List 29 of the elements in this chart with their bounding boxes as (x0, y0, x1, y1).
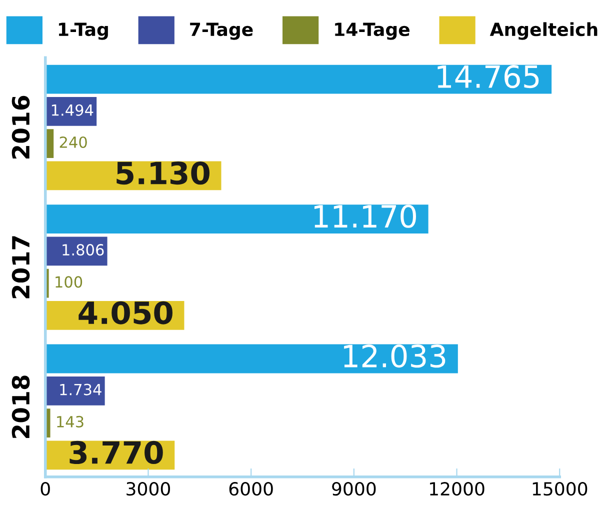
data-label: 100 (56, 276, 82, 288)
bar (45, 344, 458, 374)
x-tick-label: 12000 (430, 482, 484, 496)
legend-label: 14-Tage (335, 22, 410, 40)
y-tick-label: 2018 (12, 376, 30, 438)
data-label: 4.050 (78, 301, 172, 324)
bar (45, 64, 552, 94)
data-label: 143 (57, 416, 84, 428)
data-label: 14.765 (438, 65, 539, 88)
y-tick-label: 2017 (12, 236, 30, 298)
data-label: 1.494 (52, 104, 94, 116)
data-label: 1.806 (62, 244, 104, 256)
data-label: 3.770 (70, 440, 163, 464)
x-tick-label: 0 (40, 482, 50, 496)
data-label: 12.033 (344, 344, 446, 368)
legend-label: 7-Tage (190, 22, 253, 40)
y-tick-label: 2016 (12, 96, 30, 158)
x-tick-label: 15000 (532, 482, 588, 496)
data-label: 1.734 (60, 384, 102, 396)
data-label: 11.170 (314, 204, 416, 228)
x-tick-label: 3000 (126, 482, 170, 496)
legend-label: Angelteich (490, 22, 598, 40)
data-label: 240 (60, 136, 87, 148)
x-tick-label: 9000 (332, 482, 376, 496)
bar (45, 204, 428, 234)
data-label: 5.130 (116, 161, 210, 185)
legend-label: 1-Tag (58, 22, 108, 40)
x-tick-label: 6000 (229, 482, 273, 496)
bar (45, 376, 105, 406)
